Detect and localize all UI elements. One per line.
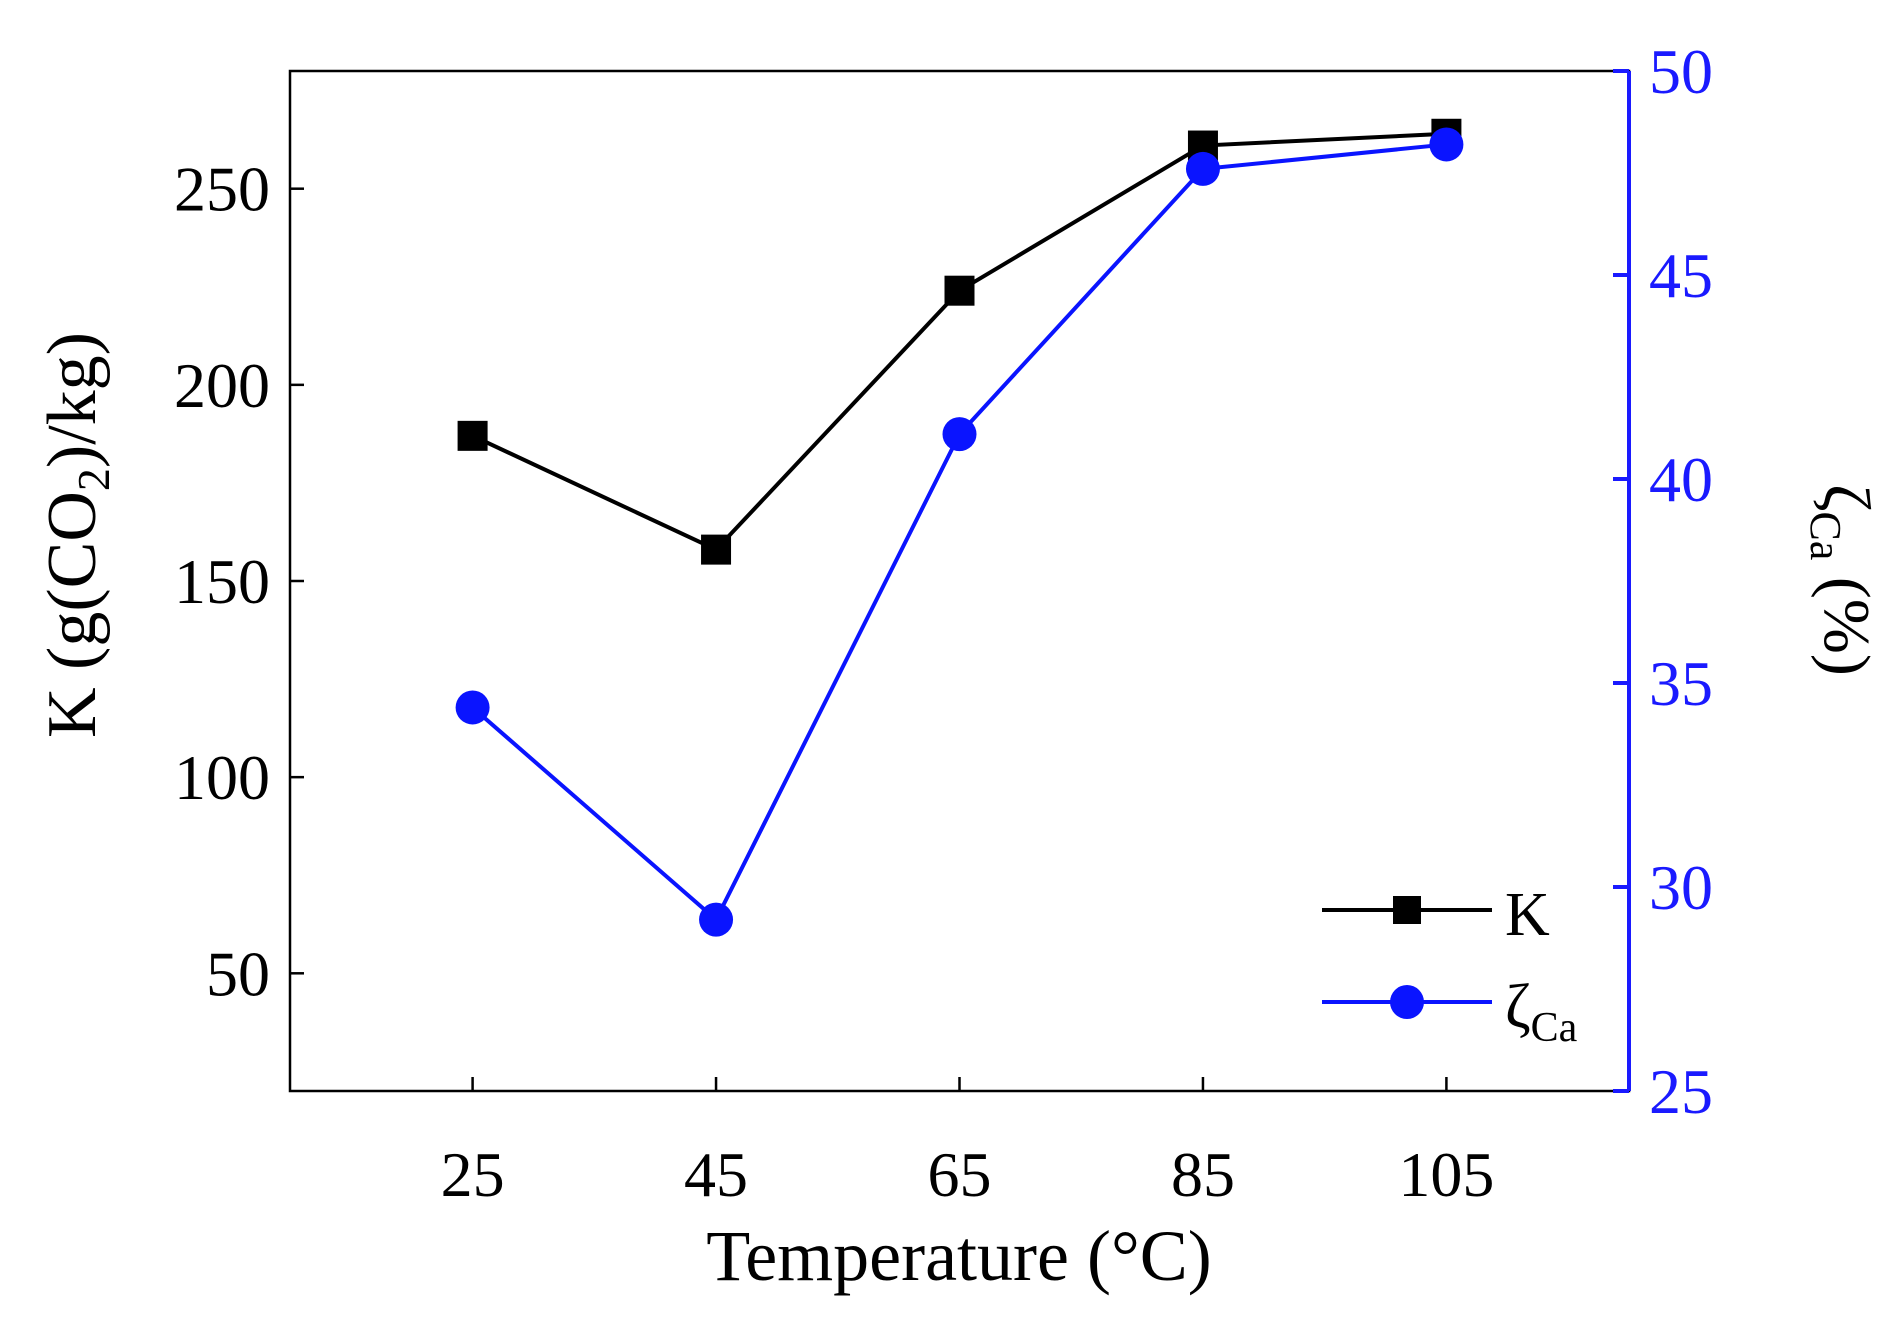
legend-zeta-marker [1390, 985, 1424, 1019]
left-y-axis-label: K (g(CO2)/kg) [34, 332, 119, 738]
legend: K ζCa [1322, 881, 1578, 1051]
zeta-ca-data-point [455, 690, 490, 725]
x-tick-label: 85 [1171, 1139, 1235, 1210]
k-data-point [701, 534, 732, 565]
left-tick-label: 100 [174, 742, 270, 813]
series-line-zeta-ca [471, 142, 1447, 923]
zeta-ca-data-point [1429, 127, 1464, 162]
x-tick-label: 25 [441, 1139, 505, 1210]
x-tick-label: 45 [684, 1139, 748, 1210]
k-data-point [944, 275, 975, 306]
x-axis: 25 45 65 85 105 [441, 1077, 1494, 1210]
x-tick-label: 65 [928, 1139, 992, 1210]
left-tick-label: 200 [174, 350, 270, 421]
k-data-point [457, 420, 488, 451]
zeta-ca-data-point [699, 902, 734, 937]
plot-frame [288, 69, 1631, 1093]
right-tick-label: 35 [1649, 648, 1713, 719]
legend-zeta-label: ζCa [1505, 973, 1578, 1051]
right-y-axis-label: ζCa (%) [1801, 484, 1883, 676]
right-tick-label: 30 [1649, 852, 1713, 923]
left-tick-label: 150 [174, 546, 270, 617]
x-tick-label: 105 [1398, 1139, 1494, 1210]
right-tick-label: 50 [1649, 36, 1713, 107]
right-y-axis: 25 30 35 40 45 50 [1613, 36, 1713, 1127]
left-tick-label: 250 [174, 154, 270, 225]
right-tick-label: 45 [1649, 240, 1713, 311]
series-layer [455, 118, 1464, 937]
x-axis-label: Temperature (°C) [706, 1216, 1212, 1296]
left-tick-label: 50 [206, 938, 270, 1009]
right-tick-label: 40 [1649, 444, 1713, 515]
left-y-axis: 50 100 150 200 250 [174, 154, 304, 1009]
legend-k-marker [1393, 896, 1421, 924]
zeta-ca-data-point [942, 417, 977, 452]
series-line-k [471, 131, 1447, 553]
right-tick-label: 25 [1649, 1056, 1713, 1127]
legend-k-label: K [1505, 881, 1550, 949]
zeta-ca-data-point [1185, 151, 1220, 186]
